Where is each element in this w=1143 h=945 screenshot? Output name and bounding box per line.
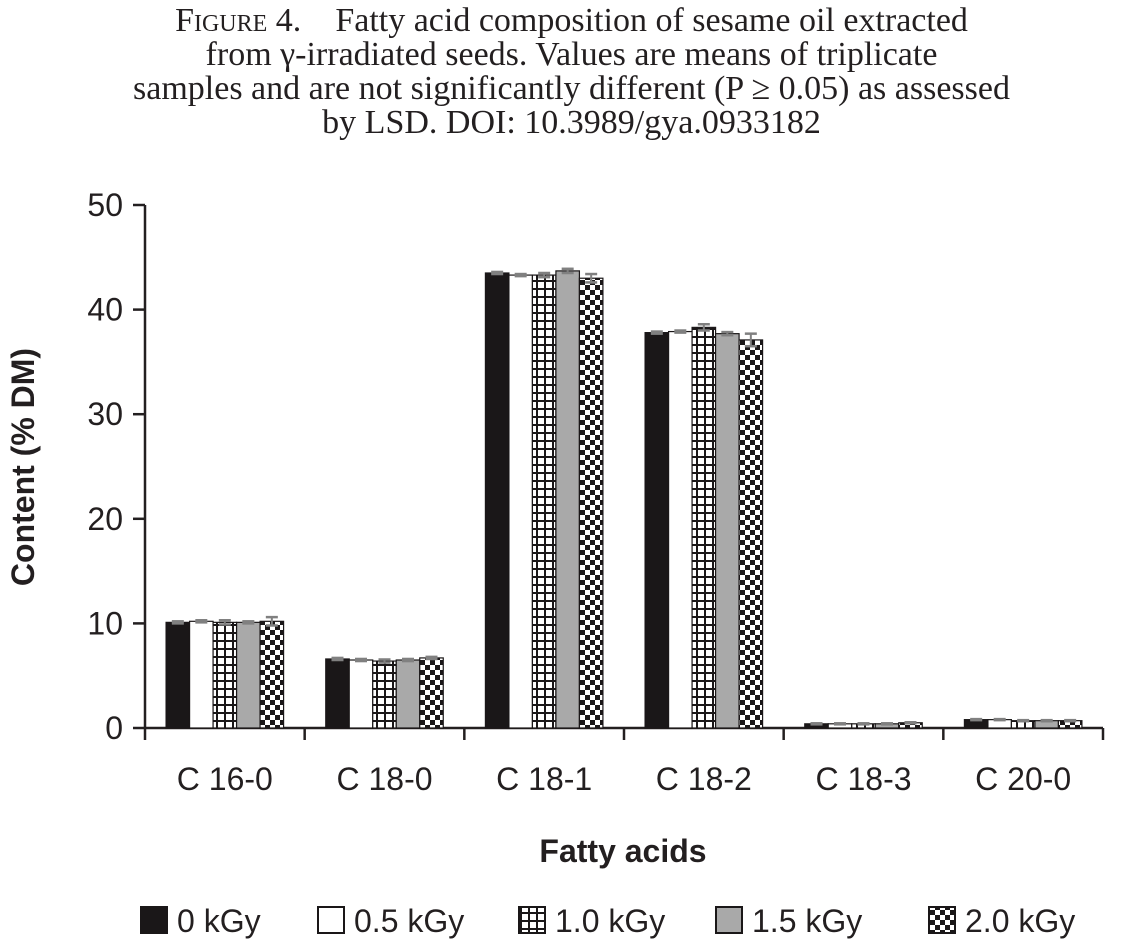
bar bbox=[531, 274, 557, 729]
bar bbox=[235, 621, 261, 729]
y-tick-label: 0 bbox=[105, 710, 123, 746]
bar bbox=[667, 330, 693, 729]
bar bbox=[419, 657, 444, 729]
legend-swatch bbox=[317, 906, 345, 934]
legend-label: 1.0 kGy bbox=[555, 903, 665, 939]
x-tick-labels: C 16-0 C 18-0 C 18-1 C 18-2 C 18-3 C 20-0 bbox=[177, 761, 1071, 797]
bar bbox=[372, 660, 397, 729]
bar bbox=[165, 621, 191, 729]
legend-swatch bbox=[928, 906, 956, 934]
legend-label: 0 kGy bbox=[177, 903, 261, 939]
bar bbox=[738, 339, 764, 729]
caption-line-4: by LSD. DOI: 10.3989/gya.0933182 bbox=[322, 104, 821, 141]
bar bbox=[395, 659, 421, 729]
legend-label: 1.5 kGy bbox=[752, 903, 862, 939]
y-tick-label: 20 bbox=[87, 501, 123, 537]
chart-axes bbox=[133, 203, 1105, 740]
caption-label: Figure 4. bbox=[175, 2, 302, 39]
x-tick-label: C 18-0 bbox=[336, 761, 432, 797]
chart-error-bars bbox=[171, 267, 1077, 726]
x-tick-label: C 18-2 bbox=[656, 761, 752, 797]
legend-label: 0.5 kGy bbox=[354, 903, 464, 939]
x-axis-label: Fatty acids bbox=[539, 833, 706, 869]
legend-swatch bbox=[715, 906, 743, 934]
bar bbox=[484, 272, 510, 729]
bar bbox=[188, 620, 214, 729]
x-tick-label: C 20-0 bbox=[975, 761, 1071, 797]
legend-swatch bbox=[140, 906, 168, 934]
y-tick-label: 40 bbox=[87, 292, 123, 328]
bar bbox=[212, 621, 238, 729]
legend-swatch bbox=[518, 906, 546, 934]
x-tick-label: C 18-3 bbox=[815, 761, 911, 797]
chart-legend: 0 kGy 0.5 kGy 1.0 kGy 1.5 kGy 2.0 kGy bbox=[140, 903, 1075, 939]
bar bbox=[259, 620, 285, 729]
figure-caption: Figure 4. Fatty acid composition of sesa… bbox=[0, 4, 1143, 140]
caption-line-2: from γ-irradiated seeds. Values are mean… bbox=[205, 36, 938, 73]
bar bbox=[325, 658, 350, 729]
bar bbox=[508, 274, 534, 729]
y-tick-label: 30 bbox=[87, 396, 123, 432]
y-axis-label: Content (% DM) bbox=[5, 348, 41, 586]
y-tick-label: 50 bbox=[87, 187, 123, 223]
chart-bars bbox=[165, 270, 1083, 729]
bar bbox=[555, 270, 581, 729]
caption-line-3: samples and are not significantly differ… bbox=[133, 70, 1010, 107]
y-tick-label: 10 bbox=[87, 605, 123, 641]
legend-label: 2.0 kGy bbox=[965, 903, 1075, 939]
y-tick-labels: 0 10 20 30 40 50 bbox=[87, 187, 123, 746]
x-tick-label: C 18-1 bbox=[496, 761, 592, 797]
bar bbox=[714, 333, 740, 729]
bar bbox=[691, 326, 717, 729]
bar bbox=[578, 277, 604, 729]
caption-text-1: Fatty acid composition of sesame oil ext… bbox=[335, 2, 968, 39]
bar bbox=[644, 332, 670, 729]
bar bbox=[348, 659, 374, 729]
caption-line-1: Figure 4. Fatty acid composition of sesa… bbox=[0, 4, 1143, 38]
x-tick-label: C 16-0 bbox=[177, 761, 273, 797]
